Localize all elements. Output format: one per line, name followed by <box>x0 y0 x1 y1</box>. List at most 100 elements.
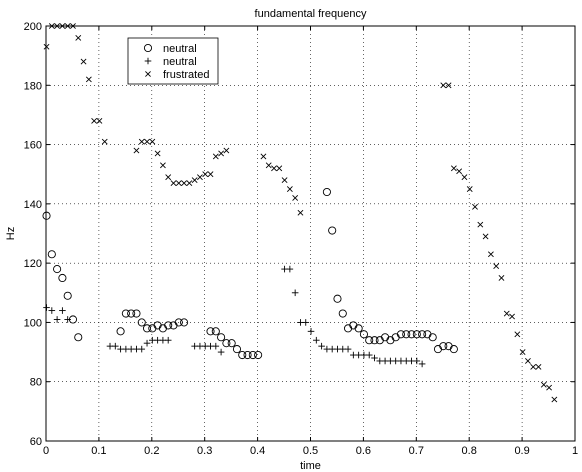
legend-circle-marker <box>143 43 153 53</box>
legend-plus-marker <box>144 57 152 65</box>
x-data-point <box>466 186 473 192</box>
x-tick-label: 0.8 <box>462 445 477 457</box>
x-data-point <box>75 34 82 41</box>
plus-data-point <box>318 342 325 350</box>
circle-data-point <box>428 333 437 342</box>
x-data-point <box>218 150 225 157</box>
x-data-point <box>271 165 277 172</box>
circle-data-point <box>137 318 146 327</box>
x-tick-label: 0.1 <box>91 445 106 457</box>
circle-data-point <box>74 333 83 342</box>
x-data-point <box>59 23 66 29</box>
x-data-point <box>133 147 140 154</box>
x-data-point <box>207 171 214 178</box>
x-data-point <box>503 310 510 317</box>
x-data-point <box>48 23 55 29</box>
plus-data-point <box>43 304 50 311</box>
circle-data-point <box>53 265 62 274</box>
grid-lines <box>46 26 575 441</box>
circle-data-point <box>148 324 157 333</box>
circle-data-point <box>365 336 374 345</box>
x-data-point <box>482 233 489 240</box>
circle-data-point <box>206 327 215 336</box>
plus-data-point <box>212 342 220 350</box>
x-tick-label: 0.2 <box>144 445 159 457</box>
x-data-point <box>191 177 198 184</box>
circle-data-point <box>370 336 379 345</box>
x-tick-label: 0.7 <box>409 445 424 457</box>
data-points <box>42 23 558 403</box>
circle-data-point <box>158 324 167 333</box>
x-data-point <box>149 138 156 145</box>
circle-data-point <box>423 330 432 339</box>
x-data-point <box>54 23 61 29</box>
x-data-point <box>440 82 447 89</box>
x-data-point <box>461 174 468 181</box>
y-tick-label: 160 <box>24 140 42 152</box>
x-data-point <box>276 165 283 172</box>
y-tick-label: 180 <box>24 80 42 92</box>
circle-data-point <box>217 333 226 342</box>
x-data-point <box>525 358 531 364</box>
legend-box <box>127 37 219 85</box>
x-data-point <box>546 384 552 391</box>
circle-data-point <box>418 330 427 339</box>
circle-data-point <box>349 321 358 330</box>
plus-data-point <box>59 307 66 314</box>
x-data-point <box>212 153 219 160</box>
x-data-point <box>197 174 203 181</box>
y-tick-label: 60 <box>30 436 42 448</box>
x-data-point <box>91 117 98 124</box>
x-data-point <box>535 363 542 370</box>
x-data-point <box>138 138 145 145</box>
x-data-point <box>170 180 177 187</box>
circle-data-point <box>354 324 363 333</box>
x-data-point <box>181 180 187 187</box>
x-data-point <box>450 165 457 172</box>
plus-data-point <box>64 316 71 323</box>
legend-label: neutral <box>163 56 197 68</box>
legend-label: frustrated <box>163 69 209 81</box>
legend-label: neutral <box>163 43 197 55</box>
circle-data-point <box>180 318 189 327</box>
circle-data-point <box>127 309 136 318</box>
x-data-point <box>472 203 478 210</box>
legend-x-marker <box>145 71 151 77</box>
x-data-point <box>70 23 76 29</box>
x-data-point <box>493 263 500 270</box>
x-tick-label: 0.9 <box>514 445 529 457</box>
circle-data-point <box>386 336 395 345</box>
circle-data-point <box>439 342 448 351</box>
circle-data-point <box>164 321 173 330</box>
plus-data-point <box>344 345 352 353</box>
circle-data-point <box>433 345 443 354</box>
plus-data-point <box>418 360 426 368</box>
circle-data-point <box>169 321 178 330</box>
x-data-point <box>509 313 515 320</box>
x-data-point <box>154 150 161 157</box>
circle-data-point <box>232 345 242 354</box>
x-tick-label: 0.6 <box>356 445 371 457</box>
x-tick-label: 0.4 <box>250 445 265 457</box>
circle-data-point <box>174 318 183 327</box>
x-data-point <box>551 396 558 403</box>
x-data-point <box>175 180 182 187</box>
x-data-point <box>477 221 484 228</box>
circle-data-point <box>153 321 162 330</box>
x-data-point <box>292 195 299 201</box>
plus-data-point <box>217 348 225 356</box>
x-data-point <box>498 275 505 281</box>
circle-data-point <box>412 330 421 339</box>
circle-data-point <box>132 309 141 318</box>
chart-title: fundamental frequency <box>255 8 367 20</box>
x-data-point <box>530 363 537 370</box>
plus-data-point <box>164 336 172 344</box>
x-data-point <box>487 251 494 258</box>
circle-data-point <box>359 330 368 339</box>
plus-data-point <box>143 339 151 347</box>
circle-data-point <box>391 333 400 342</box>
circle-data-point <box>121 309 130 318</box>
y-tick-label: 140 <box>24 199 42 211</box>
x-data-point <box>265 162 272 169</box>
